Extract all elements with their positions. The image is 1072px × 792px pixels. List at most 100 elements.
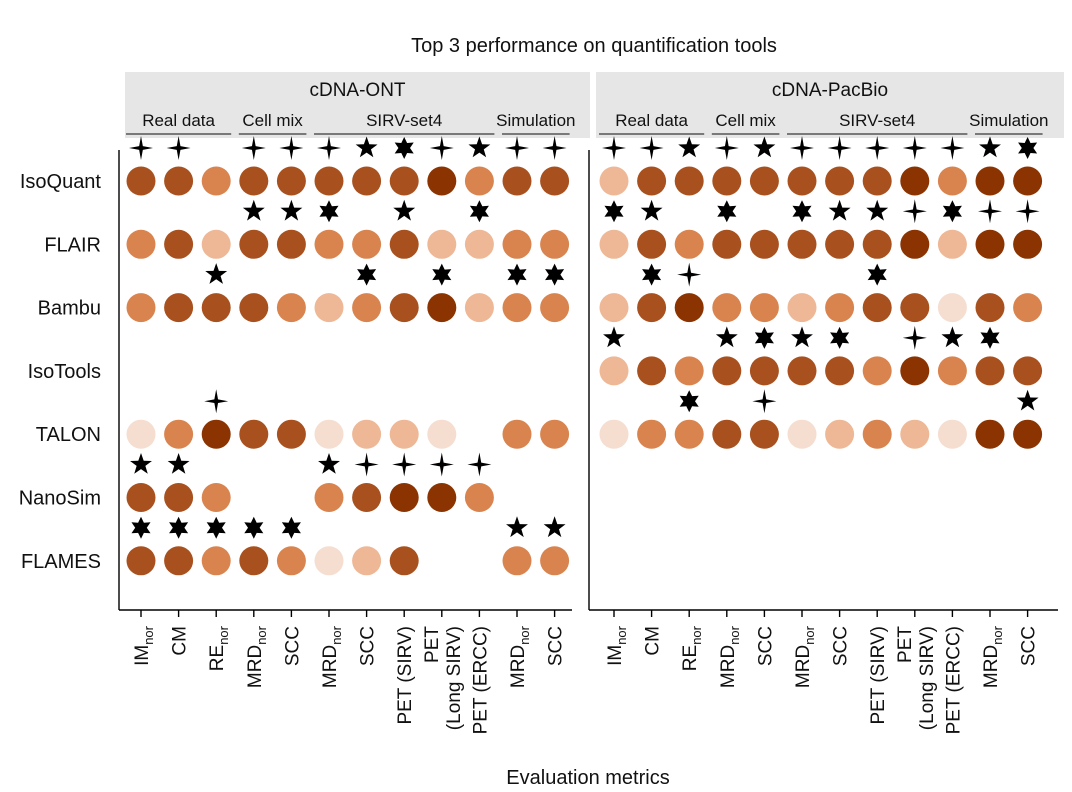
dot-cdna-ont-nanosim-8 [427,483,457,512]
rank-3-marker-cdna-ont-isoquant-3 [241,136,266,160]
dot-cdna-ont-isoquant-5 [314,166,344,196]
rank-3-marker-cdna-ont-isoquant-1 [166,136,191,160]
dot-cdna-ont-talon-3 [239,419,269,449]
rank-3-marker-cdna-ont-isoquant-8 [429,136,454,160]
rank-2-marker-cdna-ont-flair-7 [393,199,416,221]
dot-cdna-ont-nanosim-6 [352,483,382,512]
rank-3-marker-cdna-ont-isoquant-0 [129,136,153,160]
rank-3-marker-cdna-pacbio-talon-4 [752,389,777,414]
dot-cdna-pacbio-talon-5 [787,419,817,449]
dot-cdna-ont-nanosim-1 [164,483,194,512]
rank-2-marker-cdna-pacbio-isoquant-10 [979,136,1001,158]
rank-2-marker-cdna-pacbio-isoquant-2 [678,136,701,158]
dot-cdna-pacbio-talon-2 [674,419,704,449]
rank-2-marker-cdna-pacbio-isotools-5 [791,326,813,348]
rank-3-marker-cdna-pacbio-bambu-2 [677,262,702,287]
rank-3-marker-cdna-ont-nanosim-9 [467,452,492,477]
dot-cdna-ont-talon-7 [389,419,419,449]
dot-cdna-pacbio-bambu-6 [825,293,855,323]
rank-markers-layer [129,136,1040,539]
dot-cdna-ont-flair-8 [427,229,457,259]
dot-cdna-ont-flames-4 [276,546,306,576]
metric-label-cdna-pacbio-10: MRDnor [981,625,1005,688]
x-axis-label: Evaluation metrics [506,767,669,789]
dot-cdna-ont-bambu-7 [389,293,419,323]
dot-cdna-pacbio-talon-3 [712,419,742,449]
dot-cdna-pacbio-isoquant-0 [599,166,629,196]
row-label-talon: TALON [36,424,101,446]
dot-cdna-pacbio-isoquant-1 [637,166,667,196]
metric-label-text: MRDnor [320,625,344,688]
metric-label-text: MRDnor [793,625,817,688]
metric-label-line1: PET [895,626,916,663]
dot-cdna-ont-isoquant-3 [239,166,269,196]
dot-cdna-ont-flair-6 [352,229,382,259]
metric-label-cdna-ont-6: SCC [358,626,379,666]
metric-label-text: MRDnor [508,625,532,688]
rank-1-marker-cdna-pacbio-isoquant-11 [1018,137,1038,159]
rank-2-marker-cdna-ont-isoquant-6 [355,136,378,158]
dot-cdna-ont-bambu-5 [314,293,344,323]
metric-label-text: REnor [207,625,231,671]
metric-label-text: SCC [1019,626,1040,666]
dot-cdna-ont-nanosim-7 [389,483,419,512]
rank-3-marker-cdna-pacbio-flair-11 [1015,199,1040,224]
dot-cdna-ont-flair-7 [389,229,419,259]
metric-label-cdna-pacbio-2: REnor [680,625,704,671]
dot-cdna-pacbio-bambu-1 [637,293,667,323]
dot-cdna-pacbio-talon-9 [937,419,967,449]
rank-2-marker-cdna-ont-nanosim-5 [318,453,340,474]
metric-label-cdna-pacbio-5: MRDnor [793,625,817,688]
panel-header-cdna-pacbio [596,72,1064,138]
rank-1-marker-cdna-ont-flair-9 [469,200,489,223]
rank-1-marker-cdna-pacbio-talon-2 [679,390,699,413]
dot-cdna-pacbio-isotools-11 [1013,356,1043,386]
metric-label-line2: (Long SIRV) [917,626,938,730]
metric-label-text: PET (SIRV) [395,626,416,725]
rank-1-marker-cdna-ont-flair-5 [319,200,339,223]
rank-3-marker-cdna-pacbio-isoquant-3 [714,136,739,160]
metric-label-text: MRDnor [245,625,269,688]
dot-cdna-ont-flames-3 [239,546,269,576]
dot-cdna-pacbio-flair-11 [1013,229,1043,259]
rank-1-marker-cdna-pacbio-bambu-1 [642,263,662,286]
rank-3-marker-cdna-ont-isoquant-10 [505,136,529,160]
dot-cdna-ont-bambu-0 [126,293,156,323]
dot-cdna-ont-flair-4 [276,229,306,259]
rank-1-marker-cdna-pacbio-bambu-7 [867,263,887,286]
dot-cdna-ont-isoquant-10 [502,166,532,196]
rank-2-marker-cdna-pacbio-flair-1 [640,199,663,221]
dot-cdna-pacbio-talon-11 [1013,419,1043,449]
metric-label-cdna-ont-11: SCC [546,626,567,666]
rank-1-marker-cdna-ont-bambu-10 [507,263,527,286]
group-label-cdna-ont-real-data: Real data [142,111,215,130]
rank-3-marker-cdna-pacbio-isoquant-6 [827,136,852,160]
metric-label-text: PET (ERCC) [470,626,491,734]
dot-cdna-ont-flames-10 [502,546,532,576]
metric-label-text: SCC [755,626,776,666]
rank-1-marker-cdna-pacbio-flair-5 [792,200,812,223]
metric-label-cdna-ont-5: MRDnor [320,625,344,688]
dot-cdna-ont-flames-11 [540,546,570,576]
rank-2-marker-cdna-pacbio-isotools-9 [941,326,964,348]
dot-cdna-ont-flair-11 [540,229,570,259]
dot-cdna-ont-talon-8 [427,419,457,449]
dot-cdna-ont-talon-10 [502,419,532,449]
dot-cdna-pacbio-flair-5 [787,229,817,259]
dot-cdna-pacbio-isoquant-6 [825,166,855,196]
dot-cdna-ont-nanosim-5 [314,483,344,512]
dot-cdna-ont-bambu-6 [352,293,382,323]
rank-2-marker-cdna-ont-flames-10 [506,516,528,538]
rank-1-marker-cdna-ont-bambu-6 [357,263,377,286]
metric-label-cdna-ont-10: MRDnor [508,625,532,688]
dot-cdna-ont-isoquant-9 [464,166,494,196]
dot-cdna-ont-talon-4 [276,419,306,449]
rank-1-marker-cdna-ont-isoquant-7 [394,137,414,159]
rank-3-marker-cdna-pacbio-isoquant-5 [790,136,814,160]
rank-3-marker-cdna-ont-nanosim-7 [392,452,417,477]
dot-cdna-pacbio-isoquant-8 [900,166,930,196]
metric-label-cdna-ont-1: CM [170,626,191,656]
metric-label-cdna-pacbio-11: SCC [1019,626,1040,666]
dot-cdna-pacbio-bambu-10 [975,293,1005,323]
dot-cdna-pacbio-flair-2 [674,229,704,259]
